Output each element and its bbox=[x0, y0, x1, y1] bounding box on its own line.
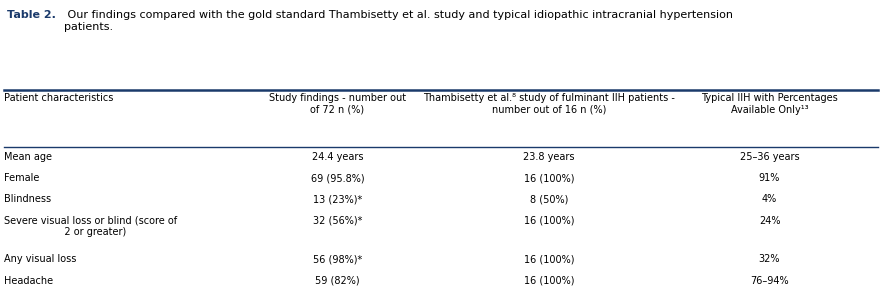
Text: 59 (82%): 59 (82%) bbox=[315, 276, 360, 286]
Text: 76–94%: 76–94% bbox=[751, 276, 789, 286]
Text: Patient characteristics: Patient characteristics bbox=[4, 93, 114, 103]
Text: 56 (98%)*: 56 (98%)* bbox=[313, 254, 362, 264]
Text: 16 (100%): 16 (100%) bbox=[524, 216, 574, 226]
Text: Typical IIH with Percentages
Available Only¹³: Typical IIH with Percentages Available O… bbox=[701, 93, 838, 115]
Text: 23.8 years: 23.8 years bbox=[523, 152, 575, 162]
Text: Table 2.: Table 2. bbox=[7, 10, 56, 20]
Text: 32 (56%)*: 32 (56%)* bbox=[313, 216, 362, 226]
Text: 69 (95.8%): 69 (95.8%) bbox=[310, 173, 364, 183]
Text: Study findings - number out
of 72 n (%): Study findings - number out of 72 n (%) bbox=[269, 93, 406, 115]
Text: 16 (100%): 16 (100%) bbox=[524, 276, 574, 286]
Text: 13 (23%)*: 13 (23%)* bbox=[313, 194, 362, 205]
Text: 32%: 32% bbox=[759, 254, 781, 264]
Text: 16 (100%): 16 (100%) bbox=[524, 173, 574, 183]
Text: Thambisetty et al.⁸ study of fulminant IIH patients -
number out of 16 n (%): Thambisetty et al.⁸ study of fulminant I… bbox=[423, 93, 675, 115]
Text: 8 (50%): 8 (50%) bbox=[530, 194, 568, 205]
Text: Severe visual loss or blind (score of
   2 or greater): Severe visual loss or blind (score of 2 … bbox=[4, 216, 177, 237]
Text: Female: Female bbox=[4, 173, 40, 183]
Text: 25–36 years: 25–36 years bbox=[740, 152, 799, 162]
Text: Blindness: Blindness bbox=[4, 194, 51, 205]
Text: Our findings compared with the gold standard Thambisetty et al. study and typica: Our findings compared with the gold stan… bbox=[64, 10, 734, 32]
Text: 4%: 4% bbox=[762, 194, 777, 205]
Text: 91%: 91% bbox=[759, 173, 781, 183]
Text: Mean age: Mean age bbox=[4, 152, 52, 162]
Text: Any visual loss: Any visual loss bbox=[4, 254, 77, 264]
Text: Headache: Headache bbox=[4, 276, 54, 286]
Text: 24%: 24% bbox=[759, 216, 781, 226]
Text: 16 (100%): 16 (100%) bbox=[524, 254, 574, 264]
Text: 24.4 years: 24.4 years bbox=[311, 152, 363, 162]
